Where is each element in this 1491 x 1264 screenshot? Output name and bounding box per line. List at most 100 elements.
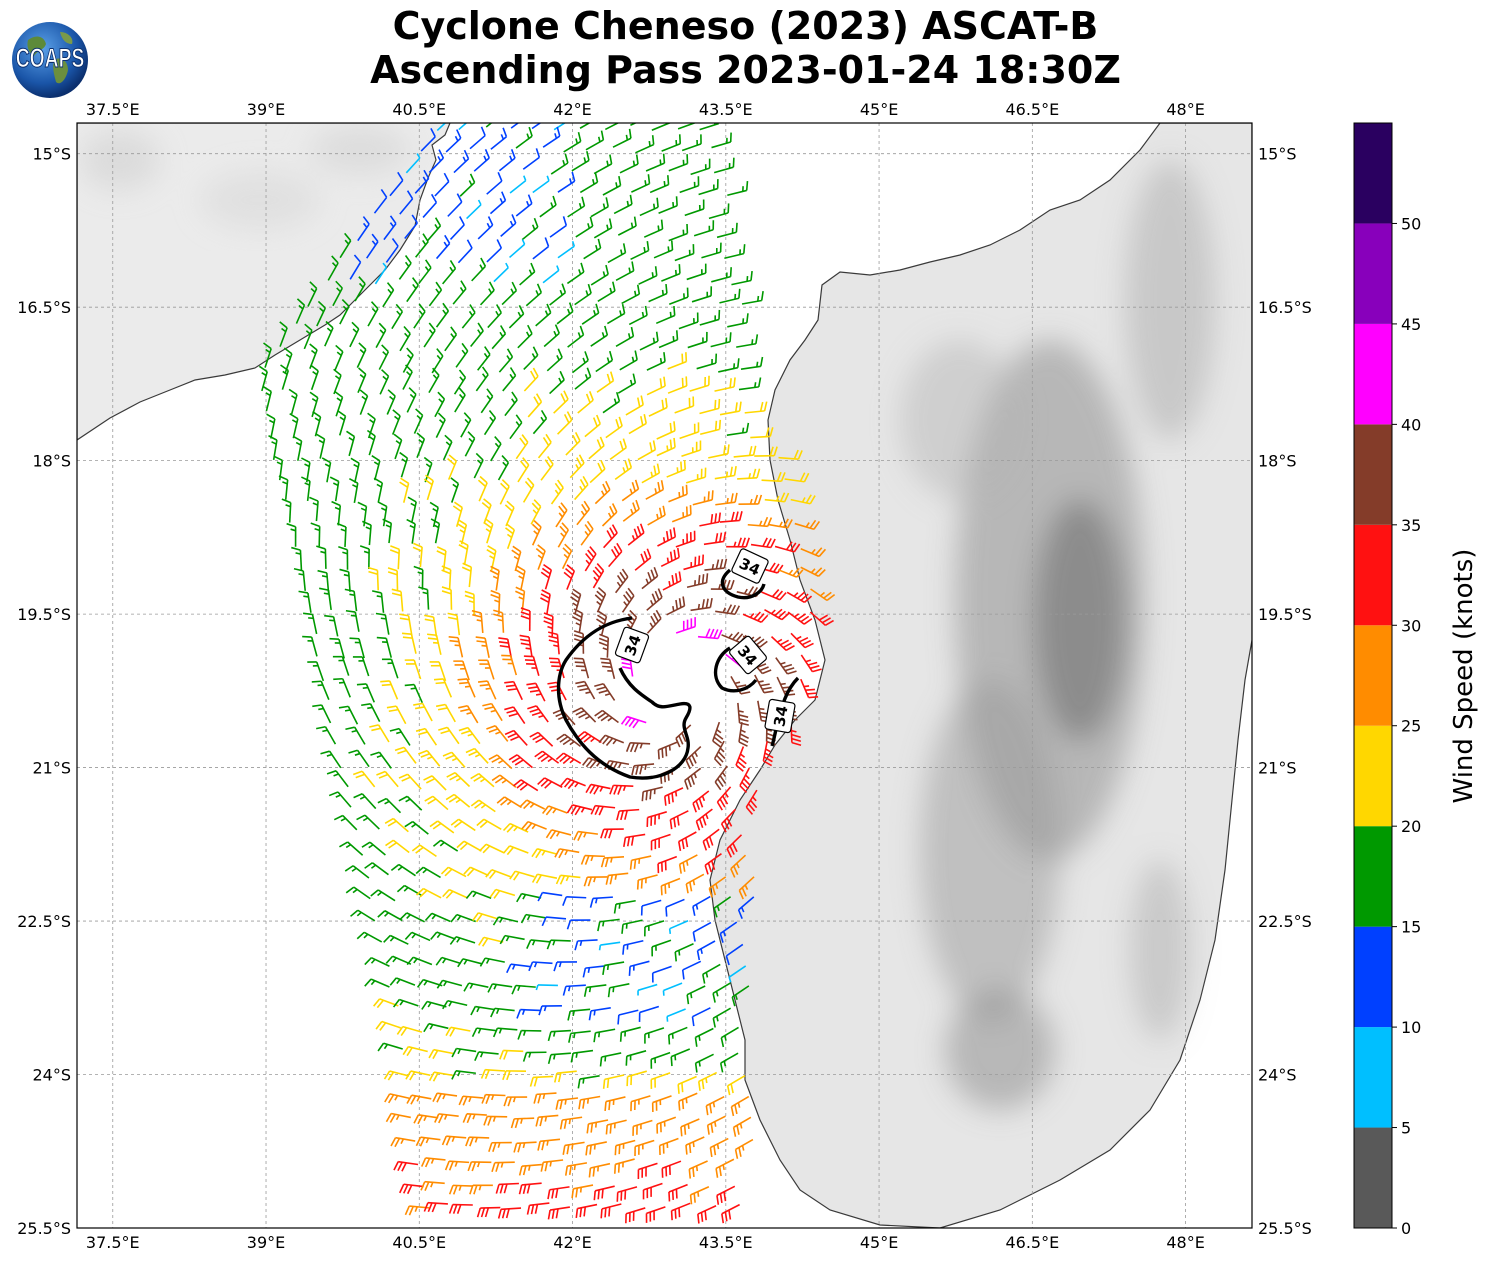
wind-barb [375,1020,402,1031]
wind-barb [321,457,332,483]
wind-barb [537,1138,561,1151]
wind-barb [615,326,635,348]
wind-barb [638,266,658,285]
wind-barb [689,1185,710,1205]
wind-barb [349,254,362,280]
wind-barb [643,219,664,238]
wind-barb [719,511,743,523]
wind-barb [413,303,426,329]
wind-barb [621,284,641,305]
wind-barb [559,1116,583,1130]
wind-barb [675,530,696,548]
wind-barb [430,518,441,544]
wind-barb [441,565,452,590]
wind-barb [339,568,351,592]
wind-barb [346,430,356,457]
wind-barb [483,517,494,544]
lon-tick-label: 42°E [553,100,591,119]
wind-barb [718,358,740,373]
wind-barb [694,1053,714,1073]
colorbar-tick-label: 5 [1401,1119,1411,1138]
wind-barb [555,502,568,528]
wind-barb [451,1047,477,1058]
wind-barb [602,391,621,414]
wind-barb [423,775,447,791]
wind-barb [563,564,576,590]
wind-barb [726,1074,746,1096]
wind-barb [516,1008,541,1019]
wind-barb [387,567,399,591]
wind-barb [685,467,707,484]
wind-barb [352,656,370,677]
wind-barb [440,866,467,878]
wind-barb [634,548,652,571]
wind-barb [535,303,552,327]
wind-barb [344,865,370,879]
wind-barb [668,1026,688,1045]
wind-barb [442,999,468,1010]
wind-barb [415,727,438,746]
wind-barb [655,305,676,325]
wind-barb [370,751,392,769]
wind-barb [646,352,666,371]
wind-barb [455,342,469,368]
wind-barb [378,344,390,370]
lon-tick-label: 46.5°E [1005,100,1059,119]
wind-barb [555,874,581,885]
wind-barb [651,965,672,983]
wind-barb [570,1049,594,1063]
wind-barb [719,401,742,416]
wind-barb [794,519,821,531]
wind-barb [502,1070,527,1081]
wind-barb [595,350,614,373]
wind-barb [628,413,647,435]
wind-barb [573,830,599,841]
wind-barb [800,678,819,699]
wind-barb [447,454,458,480]
wind-barb [404,931,431,942]
wind-barb [675,617,696,634]
wind-barb [523,346,539,371]
wind-barb [705,1095,725,1116]
wind-barb [405,153,421,174]
wind-barb [574,939,598,951]
wind-barb [588,1162,611,1178]
wind-barb [441,586,453,610]
wind-barb [730,1095,750,1117]
wind-barb [686,985,706,1005]
wind-barb [384,1093,410,1104]
wind-barb [509,870,535,881]
wind-barb [504,680,523,701]
wind-barb [786,591,813,604]
wind-barb [293,567,307,591]
wind-barb [678,312,699,330]
wind-barb [679,422,700,440]
wind-barb [566,262,585,285]
wind-barb [420,1180,445,1192]
wind-barb [446,771,471,788]
wind-barb [379,369,390,395]
wind-barb [475,366,489,392]
wind-barb [480,1068,506,1080]
colorbar-label: Wind Speed (knots) [1449,549,1479,804]
wind-barb [630,123,638,126]
lat-tick-label: 21°S [1258,759,1297,778]
wind-barb [537,891,563,902]
wind-barb [600,657,616,680]
wind-barb [667,376,688,394]
wind-barb [614,458,633,481]
wind-barb [381,658,399,679]
wind-barb [434,391,446,418]
wind-barb [630,241,650,261]
wind-barb [464,431,476,457]
wind-barb [571,351,589,374]
wind-barb [567,1008,591,1021]
wind-barb [615,261,635,282]
wind-barb [460,412,472,438]
wind-barb [692,921,712,942]
wind-barb [377,910,403,922]
wind-barb [598,941,621,951]
wind-barb [583,238,602,260]
wind-barb [583,876,608,887]
wind-barb [497,454,510,481]
